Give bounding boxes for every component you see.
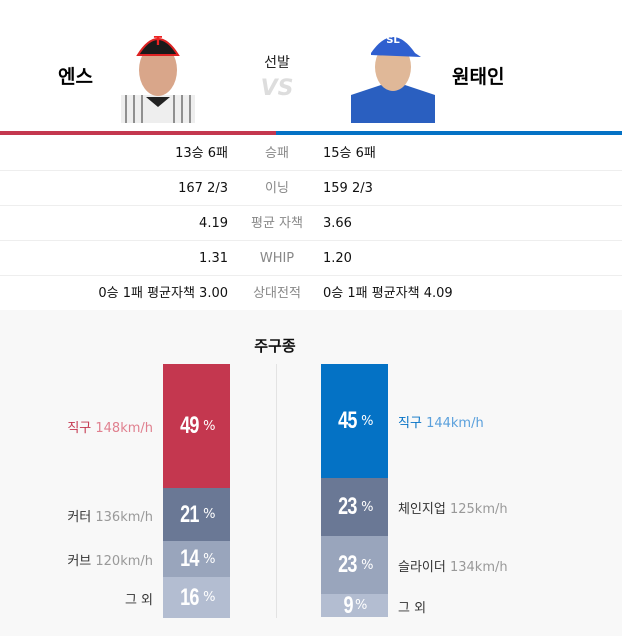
pitch-name: 커터 <box>67 509 92 525</box>
pitch-name: 커브 <box>67 554 92 569</box>
pitch-name: 그 외 <box>398 600 427 616</box>
starter-label: 선발 <box>264 55 290 71</box>
pitch-label: 체인지업 125km/h <box>398 498 508 517</box>
stat-row: 0승 1패 평균자책 3.00 상대전적 0승 1패 평균자책 4.09 <box>0 276 622 311</box>
home-color-bar <box>276 131 622 135</box>
pitch-label: 직구 144km/h <box>398 412 484 431</box>
pitch-bar-segment: 23% <box>321 478 388 536</box>
home-pitcher-photo: SL <box>351 25 435 123</box>
stat-label: 상대전적 <box>253 286 301 301</box>
pitch-name: 직구 <box>67 421 92 436</box>
stat-row: 1.31 WHIP 1.20 <box>0 241 622 276</box>
pitch-label: 그 외 <box>398 597 426 616</box>
vs-label: VS <box>260 76 294 101</box>
pitch-speed: 134km/h <box>449 560 508 575</box>
pitch-label: 슬라이더 134km/h <box>398 556 508 575</box>
pitch-pct: 16 <box>180 583 200 611</box>
stat-row: 4.19 평균 자책 3.66 <box>0 206 622 241</box>
home-stat: 159 2/3 <box>323 181 373 196</box>
pct-unit: % <box>203 507 216 522</box>
pitch-bar-segment: 45% <box>321 364 388 478</box>
pitch-name: 직구 <box>398 416 422 431</box>
pitch-bar-segment: 23% <box>321 536 388 594</box>
pitch-name: 슬라이더 <box>398 560 446 575</box>
home-stat: 0승 1패 평균자책 4.09 <box>323 286 453 301</box>
pct-unit: % <box>203 590 216 605</box>
pitch-name: 체인지업 <box>398 502 446 517</box>
pitch-pct: 14 <box>180 545 200 572</box>
pct-unit: % <box>361 557 374 573</box>
pitch-pct: 49 <box>180 412 200 439</box>
away-color-bar <box>0 131 276 135</box>
pitch-speed: 148km/h <box>95 421 153 436</box>
stat-label: 이닝 <box>265 181 289 196</box>
stat-row: 167 2/3 이닝 159 2/3 <box>0 171 622 206</box>
pitch-bar-segment: 49% <box>163 364 230 488</box>
home-stat: 1.20 <box>323 251 352 266</box>
pct-unit: % <box>203 551 216 567</box>
away-stat: 4.19 <box>199 216 228 231</box>
pct-unit: % <box>355 598 368 613</box>
pitch-pct: 23 <box>338 493 358 520</box>
pitch-label: 그 외 <box>125 589 153 608</box>
away-pitcher-name[interactable]: 엔스 <box>58 66 93 88</box>
home-stat: 3.66 <box>323 216 352 231</box>
pitch-speed: 144km/h <box>426 416 484 431</box>
pitch-bar-segment: 9% <box>321 591 388 619</box>
pitch-name: 그 외 <box>124 592 153 608</box>
pitch-pct: 45 <box>338 407 358 434</box>
home-pitcher-name[interactable]: 원태인 <box>452 66 505 88</box>
divider <box>276 364 277 618</box>
svg-text:SL: SL <box>386 35 400 46</box>
pitch-pct: 9 <box>343 591 353 619</box>
pitches-title: 주구종 <box>254 337 296 355</box>
pitch-speed: 125km/h <box>449 502 508 517</box>
pitch-pct: 21 <box>180 500 200 528</box>
pitch-section <box>0 310 622 636</box>
pct-unit: % <box>361 413 374 429</box>
stat-label: WHIP <box>259 251 295 266</box>
stat-label: 승패 <box>265 146 289 161</box>
pitch-bar-segment: 21% <box>163 488 230 541</box>
home-stat: 15승 6패 <box>323 146 376 161</box>
pitch-speed: 136km/h <box>95 509 153 525</box>
pct-unit: % <box>361 499 374 515</box>
away-stat: 0승 1패 평균자책 3.00 <box>98 286 228 301</box>
pitch-label: 커터 136km/h <box>67 506 153 525</box>
pitch-label: 직구 148km/h <box>67 417 153 436</box>
stat-label: 평균 자책 <box>251 216 303 231</box>
pitch-pct: 23 <box>338 551 358 578</box>
away-stat: 1.31 <box>199 251 228 266</box>
away-pitcher-photo: T <box>116 25 200 123</box>
stat-row: 13승 6패 승패 15승 6패 <box>0 136 622 171</box>
svg-text:T: T <box>154 34 163 48</box>
away-stat: 13승 6패 <box>175 146 228 161</box>
pct-unit: % <box>203 418 216 434</box>
pitch-bar-segment: 16% <box>163 577 230 618</box>
pitch-label: 커브 120km/h <box>67 550 153 569</box>
pitch-speed: 120km/h <box>95 554 153 569</box>
away-stat: 167 2/3 <box>178 181 228 196</box>
pitch-bar-segment: 14% <box>163 541 230 577</box>
